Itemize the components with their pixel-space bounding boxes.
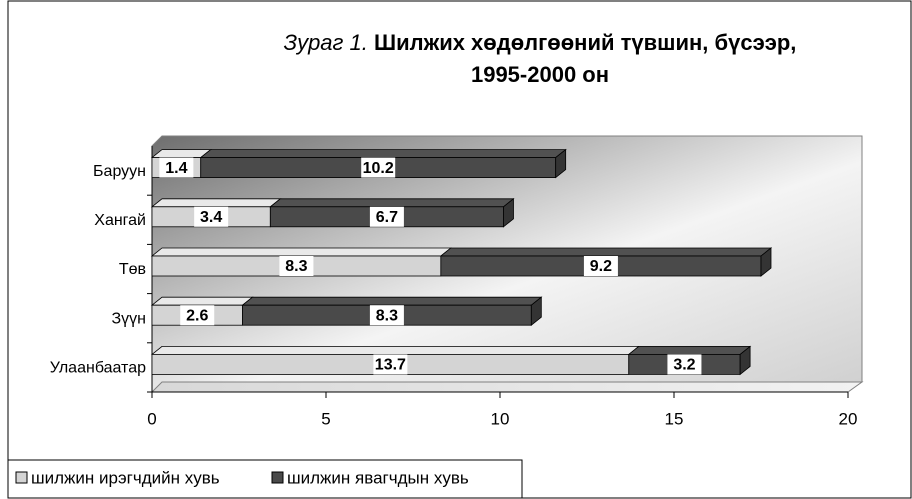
value-label: 6.7 [376,209,398,226]
x-tick-label: 0 [147,409,156,428]
bar-top [150,296,254,306]
value-label-bg [373,354,408,375]
bar-side [555,148,567,179]
value-label-bg [667,354,702,375]
figure-label: Зураг 1. [284,30,368,55]
value-label: 8.3 [376,307,398,324]
legend-swatch [15,471,28,484]
bar-top [150,198,282,208]
value-label: 9.2 [590,258,612,275]
value-label: 3.2 [673,357,695,374]
value-label-bg [369,206,404,227]
title-text: Шилжих хөдөлгөөний түвшин, бүсээр, [374,30,796,55]
value-label-bg [279,256,314,276]
x-tick-label: 15 [665,409,684,428]
value-label: 1.4 [165,160,187,177]
value-label: 13.7 [375,357,406,374]
bar-top [199,149,567,159]
legend-swatch [271,471,284,484]
value-label: 3.4 [200,209,222,226]
bar-side [503,197,514,228]
value-label-bg [361,157,396,178]
value-label-bg [194,206,229,227]
y-tick-label: Хангай [94,212,146,229]
legend-label: шилжин ирэгчдийн хувь [31,468,220,487]
value-label: 10.2 [363,160,394,177]
y-tick-label: Төв [119,261,146,278]
bar-side [739,345,751,376]
plot-floor [150,381,864,393]
x-tick-label: 5 [321,409,330,428]
chart-title: Зураг 1. Шилжих хөдөлгөөний түвшин, бүсэ… [284,30,797,55]
y-tick-label: Баруун [93,163,146,180]
x-tick-label: 10 [491,409,510,428]
y-tick-label: Улаанбаатар [50,360,146,377]
value-label-bg [583,256,618,276]
bar-top [150,247,452,257]
value-label-bg [180,305,215,326]
value-label-bg [159,157,194,178]
value-label: 8.3 [285,258,307,275]
legend-box [7,459,523,499]
value-label-bg [369,305,404,326]
y-tick-label: Зүүн [112,310,147,327]
bar-side [760,247,772,277]
bar-top [241,296,543,306]
x-tick-label: 20 [839,409,858,428]
chart-subtitle: 1995-2000 он [471,62,609,87]
value-label: 2.6 [186,307,208,324]
bar-top [627,345,752,355]
bar-top [150,345,640,355]
bar-top [439,247,773,257]
bar-side [530,296,542,327]
legend-label: шилжин явагчдын хувь [287,468,469,487]
bar-top [269,198,515,208]
